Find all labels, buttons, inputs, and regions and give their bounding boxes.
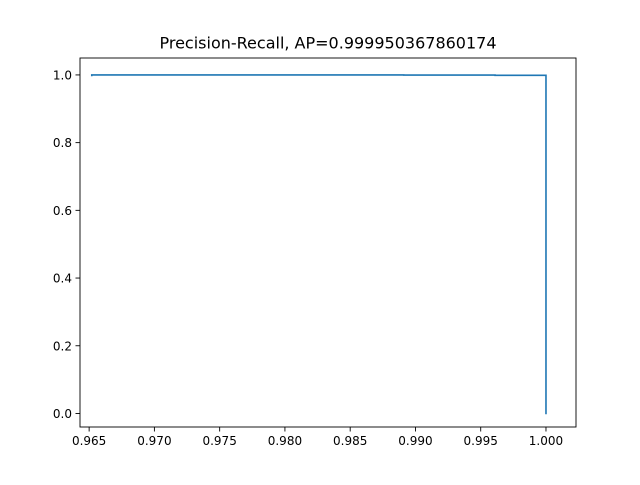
- x-tick-label: 0.965: [72, 434, 106, 448]
- plot-frame: [79, 57, 577, 428]
- x-tick-label: 0.980: [268, 434, 302, 448]
- x-tick-label: 0.990: [398, 434, 432, 448]
- y-tick-label: 0.4: [53, 272, 72, 286]
- y-tick-label: 0.8: [53, 136, 72, 150]
- x-tick-label: 0.985: [333, 434, 367, 448]
- x-tick-label: 0.970: [137, 434, 171, 448]
- y-tick-label: 0.0: [53, 407, 72, 421]
- y-tick-label: 1.0: [53, 68, 72, 82]
- series-line-0: [90, 74, 547, 415]
- chart-title: Precision-Recall, AP=0.999950367860174: [159, 34, 496, 53]
- x-tick-label: 1.000: [529, 434, 563, 448]
- y-tick-label: 0.2: [53, 339, 72, 353]
- x-tick-label: 0.995: [464, 434, 498, 448]
- y-tick-label: 0.6: [53, 204, 72, 218]
- x-tick-label: 0.975: [202, 434, 236, 448]
- axes: 0.965 0.970 0.975 0.980 0.985 0.990 0.995 1.000…: [53, 57, 577, 448]
